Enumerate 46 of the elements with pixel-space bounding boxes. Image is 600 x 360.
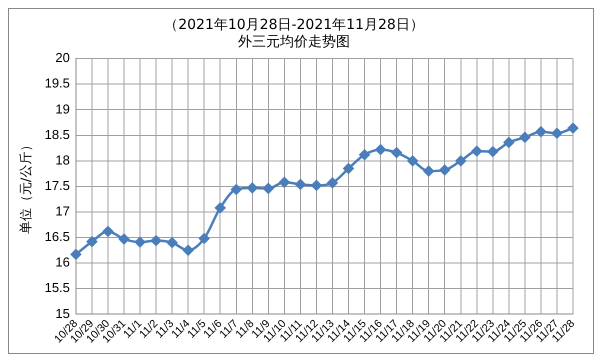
point <box>359 149 370 160</box>
y-tick-label: 17.5 <box>44 178 70 193</box>
point <box>231 184 242 195</box>
point <box>102 226 114 237</box>
chart-title: （2021年10月28日-2021年11月28日） <box>164 17 424 34</box>
point <box>134 236 146 248</box>
y-tick-label: 15 <box>55 306 70 321</box>
point <box>198 233 210 244</box>
y-tick-label: 16.5 <box>44 229 70 244</box>
point <box>70 249 82 260</box>
point <box>150 235 162 246</box>
point <box>391 147 402 158</box>
y-tick-label: 17 <box>55 204 70 219</box>
point <box>343 163 354 174</box>
point <box>568 122 578 134</box>
y-tick-label: 20 <box>55 50 70 66</box>
point <box>552 128 562 138</box>
y-tick-label: 19.5 <box>44 76 70 91</box>
point <box>375 144 386 155</box>
y-tick-label: 16 <box>55 254 70 270</box>
y-tick-label: 18.5 <box>44 126 70 142</box>
point <box>279 177 290 188</box>
point <box>214 202 226 214</box>
chart-subtitle: 外三元均价走势图 <box>238 34 350 50</box>
point <box>504 137 514 148</box>
y-tick-label: 18 <box>55 152 70 168</box>
point <box>295 179 306 190</box>
point <box>118 234 130 244</box>
y-tick-label: 19 <box>55 101 70 116</box>
point <box>327 178 338 188</box>
y-axis-title: 单位（元/公斤） <box>19 138 34 234</box>
point <box>247 182 258 194</box>
point <box>456 156 466 166</box>
point <box>439 164 450 176</box>
point <box>520 132 530 143</box>
point <box>311 180 322 191</box>
point <box>488 146 498 157</box>
point <box>263 183 274 194</box>
point <box>166 237 178 248</box>
point <box>472 146 482 156</box>
point <box>536 126 546 137</box>
point <box>423 166 434 176</box>
y-tick-label: 15.5 <box>44 280 70 296</box>
point <box>86 236 98 247</box>
point <box>407 156 418 166</box>
point <box>182 245 194 256</box>
